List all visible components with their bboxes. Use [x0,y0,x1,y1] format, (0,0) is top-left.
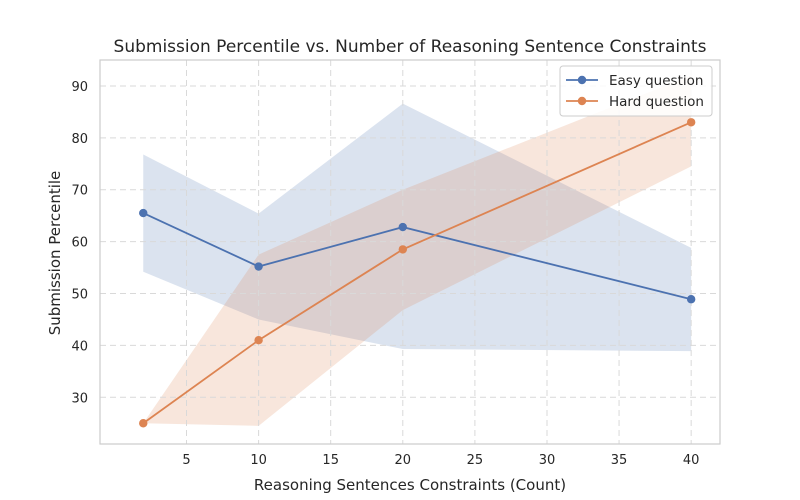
y-tick-label: 30 [71,391,88,406]
data-point [686,118,696,127]
data-point [139,208,148,218]
x-tick-label: 25 [467,453,484,468]
legend-item-easy: Easy question [566,73,703,89]
x-tick-label: 30 [539,453,556,468]
x-tick-label: 40 [683,453,700,468]
y-tick-label: 80 [71,132,88,147]
data-point [139,419,148,428]
x-tick-label: 5 [182,453,190,468]
confidence-band-1 [143,75,692,426]
data-point [686,295,696,304]
legend-box [559,65,713,117]
x-tick-label: 10 [250,453,267,468]
x-tick-label: 35 [611,453,628,468]
y-tick-label: 60 [71,236,88,251]
y-tick-label: 50 [71,288,88,303]
legend-label-hard: Hard question [609,94,704,110]
plot-area-frame [99,59,721,445]
series-lines [139,118,696,428]
x-tick-label: 15 [322,453,339,468]
x-tick-label: 20 [395,453,412,468]
series-line-1 [142,121,692,424]
legend: Easy question Hard question [559,65,713,117]
data-point [398,222,407,232]
x-axis-ticks: 5 10 15 20 25 30 35 40 [182,453,699,468]
legend-marker-hard [577,96,587,106]
y-tick-label: 40 [71,339,88,354]
series-line-0 [142,212,692,301]
legend-item-hard: Hard question [566,94,704,110]
data-point [254,336,263,345]
confidence-band-0 [143,103,692,352]
data-point [254,262,263,271]
data-point [398,245,407,254]
legend-label-easy: Easy question [609,73,703,89]
y-tick-label: 70 [71,184,88,199]
chart-title: Submission Percentile vs. Number of Reas… [114,37,707,57]
legend-marker-easy [577,75,587,85]
x-axis-title: Reasoning Sentences Constraints (Count) [254,476,566,494]
confidence-bands [143,75,692,426]
y-axis-title: Submission Percentile [46,171,64,336]
y-axis-ticks: 30 40 50 60 70 80 90 [71,80,88,406]
y-tick-label: 90 [71,80,88,95]
